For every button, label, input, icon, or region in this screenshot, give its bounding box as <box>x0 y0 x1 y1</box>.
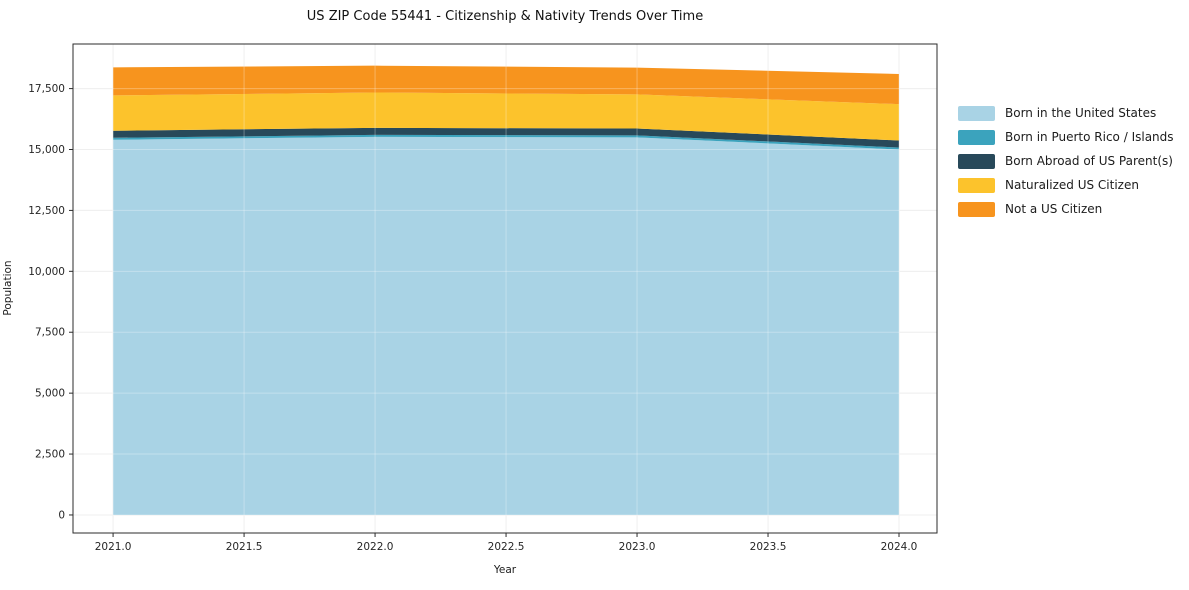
area-series <box>113 134 900 150</box>
legend-swatch-icon <box>958 129 995 145</box>
x-tick-label: 2021.0 <box>95 541 132 553</box>
legend-label: Born in Puerto Rico / Islands <box>1005 130 1174 144</box>
y-tick-label: 2,500 <box>35 449 65 461</box>
legend: Born in the United States Born in Puerto … <box>958 101 1174 221</box>
x-tick-label: 2022.5 <box>488 541 525 553</box>
legend-label: Born in the United States <box>1005 106 1157 120</box>
legend-label: Born Abroad of US Parent(s) <box>1005 154 1173 168</box>
area-series <box>113 65 900 105</box>
legend-swatch-icon <box>958 153 995 169</box>
legend-label: Not a US Citizen <box>1005 202 1103 216</box>
x-tick-label: 2021.5 <box>226 541 263 553</box>
legend-swatch-icon <box>958 201 995 217</box>
y-tick-label: 12,500 <box>28 205 65 217</box>
x-tick-label: 2024.0 <box>881 541 918 553</box>
legend-item: Naturalized US Citizen <box>958 173 1174 197</box>
y-axis-label: Population <box>2 260 14 316</box>
legend-item: Born in the United States <box>958 101 1174 125</box>
chart-title: US ZIP Code 55441 - Citizenship & Nativi… <box>306 9 704 24</box>
y-tick-label: 0 <box>58 509 65 521</box>
x-tick-label: 2023.5 <box>750 541 787 553</box>
legend-label: Naturalized US Citizen <box>1005 178 1139 192</box>
legend-item: Born in Puerto Rico / Islands <box>958 125 1174 149</box>
y-tick-label: 7,500 <box>35 327 65 339</box>
y-tick-label: 5,000 <box>35 388 65 400</box>
legend-item: Not a US Citizen <box>958 197 1174 221</box>
x-tick-label: 2022.0 <box>357 541 394 553</box>
legend-item: Born Abroad of US Parent(s) <box>958 149 1174 173</box>
y-tick-label: 15,000 <box>28 144 65 156</box>
legend-swatch-icon <box>958 105 995 121</box>
area-series <box>113 127 900 148</box>
legend-swatch-icon <box>958 177 995 193</box>
y-tick-label: 17,500 <box>28 83 65 95</box>
x-tick-label: 2023.0 <box>619 541 656 553</box>
plot-border <box>72 43 938 534</box>
area-series <box>113 136 900 515</box>
area-series <box>113 92 900 141</box>
y-tick-label: 10,000 <box>28 266 65 278</box>
x-axis-label: Year <box>493 564 517 576</box>
